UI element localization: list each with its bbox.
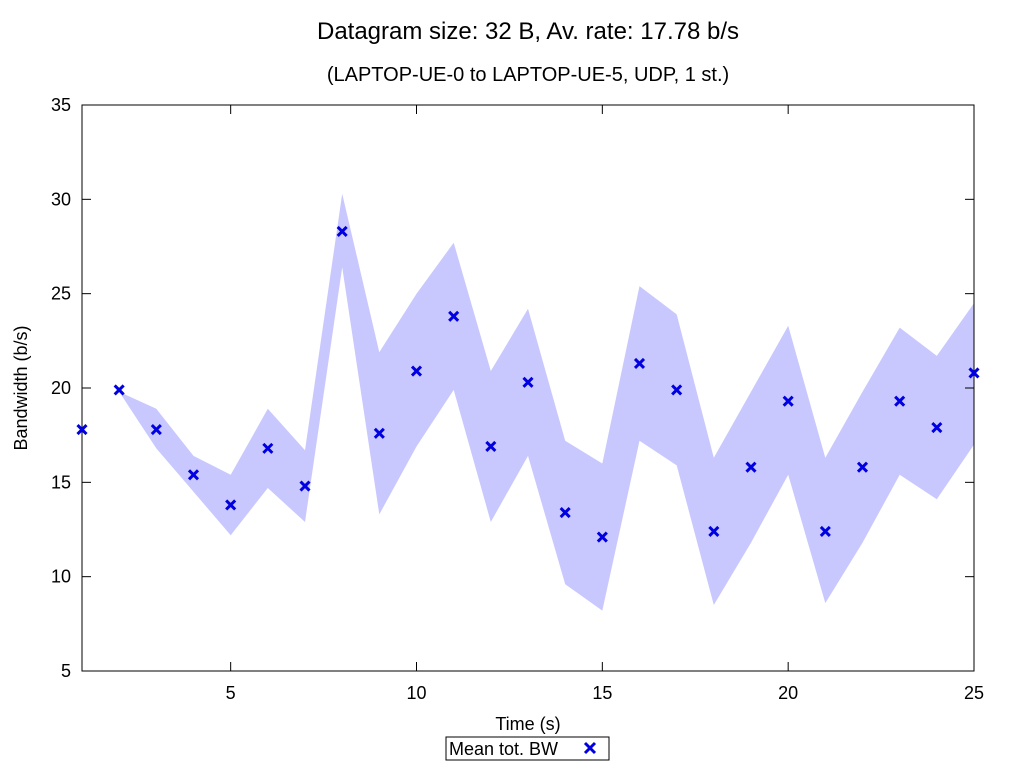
y-tick-label: 35 [51,95,71,115]
chart-subtitle: (LAPTOP-UE-0 to LAPTOP-UE-5, UDP, 1 st.) [327,64,729,86]
x-tick-label: 5 [226,683,236,703]
data-point-marker [559,506,571,519]
data-point-marker [856,461,869,473]
data-point-marker [373,427,385,439]
x-tick-label: 10 [406,683,426,703]
data-point-marker [448,310,460,322]
series-mean-tot-bw [76,225,980,543]
data-point-marker [150,423,162,436]
y-tick-label: 30 [51,189,71,209]
data-point-marker [410,365,423,377]
y-tick-label: 20 [51,378,71,398]
legend-marker-x-icon [583,741,597,755]
x-tick-label: 25 [964,683,984,703]
y-tick-label: 5 [61,661,71,681]
data-point-marker [708,525,720,537]
data-point-marker [633,357,646,370]
y-axis: 5 10 15 20 25 30 35 [51,95,974,681]
data-point-marker [968,367,980,379]
data-point-marker [485,440,497,453]
x-axis-label: Time (s) [495,714,560,734]
data-point-marker [671,384,683,396]
y-tick-label: 15 [51,472,71,492]
data-point-marker [262,442,274,454]
data-point-marker [931,422,943,434]
legend-label: Mean tot. BW [449,739,558,759]
legend: Mean tot. BW [445,736,610,761]
y-tick-label: 10 [51,567,71,587]
chart-title: Datagram size: 32 B, Av. rate: 17.78 b/s [317,18,739,45]
data-point-marker [225,499,237,511]
y-axis-label: Bandwidth (b/s) [11,325,31,450]
x-tick-label: 15 [592,683,612,703]
data-point-marker [745,461,757,473]
data-point-marker [522,376,534,388]
data-point-marker [336,225,348,237]
legend-box [445,736,610,761]
data-point-marker [76,423,88,436]
x-tick-label: 20 [778,683,798,703]
data-point-marker [782,395,794,407]
data-point-marker [299,480,311,492]
data-point-marker [113,384,125,396]
std-dev-band [119,193,974,611]
data-point-marker [596,531,608,543]
data-point-marker [894,395,906,407]
data-point-marker [187,469,200,481]
x-axis: 5 10 15 20 25 [226,105,984,703]
y-tick-label: 25 [51,284,71,304]
data-point-marker [819,525,831,537]
